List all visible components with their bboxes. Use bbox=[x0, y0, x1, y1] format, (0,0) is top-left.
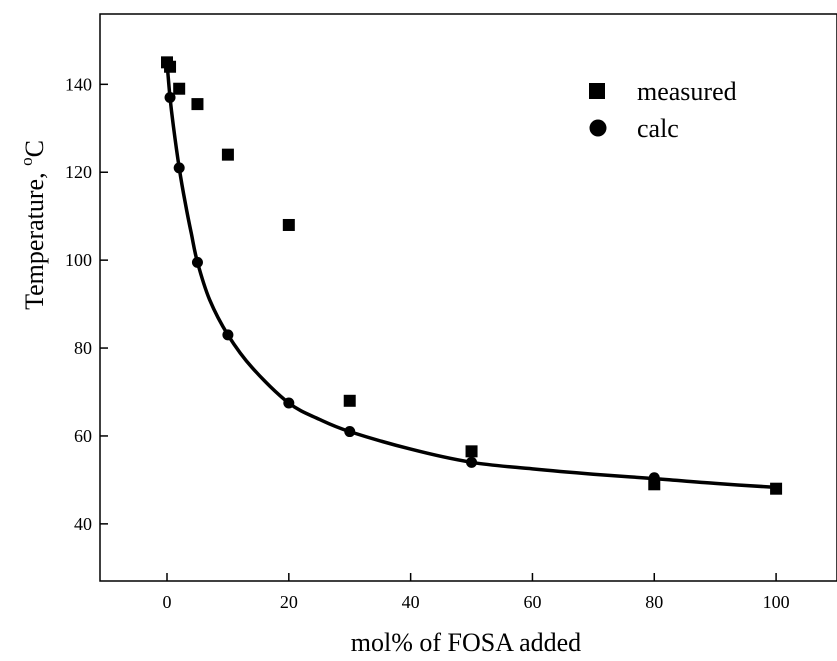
x-axis-label: mol% of FOSA added bbox=[351, 628, 581, 656]
legend-label-calc: calc bbox=[637, 114, 679, 143]
y-axis-label-unit: C bbox=[20, 140, 49, 157]
measured-point bbox=[191, 98, 204, 111]
measured-point bbox=[221, 148, 234, 161]
legend-marker-calc bbox=[589, 119, 607, 137]
x-tick-label: 80 bbox=[645, 592, 663, 612]
calc-point bbox=[164, 92, 176, 104]
legend-label-measured: measured bbox=[637, 77, 737, 106]
measured-point bbox=[465, 445, 478, 458]
y-tick-label: 120 bbox=[65, 162, 92, 182]
y-tick-label: 140 bbox=[65, 74, 92, 94]
y-tick-label: 80 bbox=[74, 338, 92, 358]
measured-point bbox=[343, 394, 356, 407]
y-tick-label: 40 bbox=[74, 514, 92, 534]
calc-point bbox=[191, 256, 203, 268]
calc-point bbox=[648, 472, 660, 484]
fit-curve-layer bbox=[165, 62, 777, 490]
calc-point bbox=[466, 456, 478, 468]
y-axis-ticks: 40 60 80 100 120 140 bbox=[65, 74, 108, 534]
x-axis-ticks: 0 20 40 60 80 100 bbox=[163, 573, 790, 612]
y-tick-label: 100 bbox=[65, 250, 92, 270]
x-tick-label: 20 bbox=[280, 592, 298, 612]
x-tick-label: 40 bbox=[402, 592, 420, 612]
y-axis-label: Temperature, oC bbox=[17, 140, 49, 310]
x-tick-label: 0 bbox=[163, 592, 172, 612]
legend: measured calc bbox=[589, 77, 737, 143]
calc-point bbox=[344, 426, 356, 438]
measured-point bbox=[282, 218, 295, 231]
y-axis-label-degree: o bbox=[17, 157, 36, 166]
x-tick-label: 60 bbox=[523, 592, 541, 612]
measured-point bbox=[173, 82, 186, 95]
fit-curve bbox=[165, 62, 777, 490]
x-tick-label: 100 bbox=[763, 592, 790, 612]
calc-point bbox=[283, 397, 295, 409]
calc-point bbox=[222, 329, 234, 341]
plot-frame bbox=[99, 13, 837, 582]
calc-point bbox=[161, 56, 173, 68]
legend-marker-measured bbox=[589, 83, 605, 99]
calc-point bbox=[770, 483, 782, 495]
y-tick-label: 60 bbox=[74, 426, 92, 446]
series-layer bbox=[161, 56, 783, 495]
y-axis-label-main: Temperature, bbox=[20, 166, 49, 310]
calc-point bbox=[173, 162, 185, 174]
